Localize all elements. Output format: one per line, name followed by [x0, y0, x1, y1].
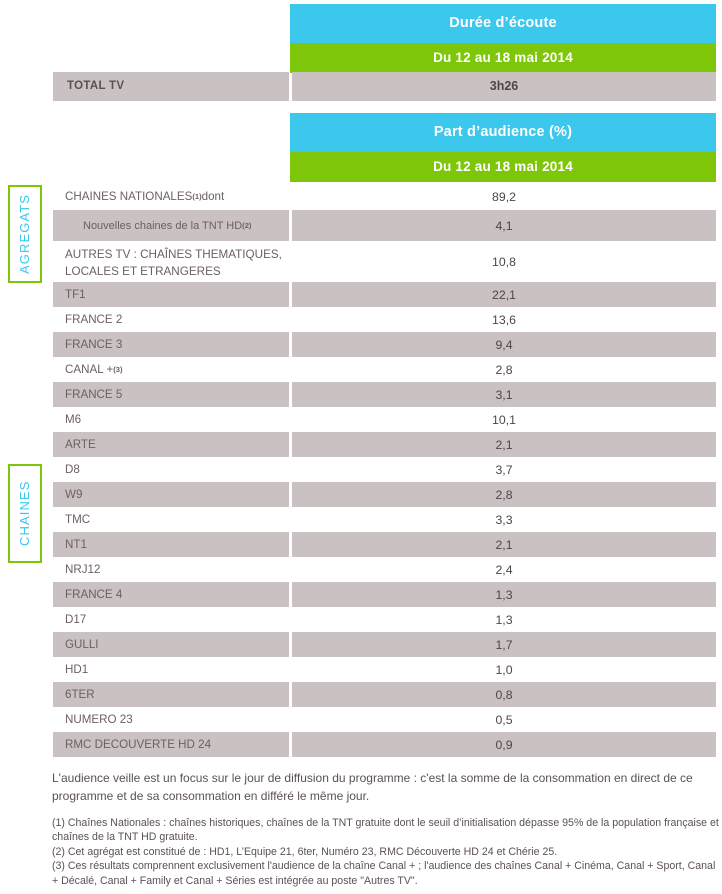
- row-value: 2,8: [292, 357, 716, 382]
- table-row: NUMERO 23 0,5: [0, 707, 722, 732]
- table-row: TMC 3,3: [0, 507, 722, 532]
- row-value: 10,8: [292, 241, 716, 282]
- table-row: FRANCE 5 3,1: [0, 382, 722, 407]
- total-tv-value: 3h26: [292, 72, 716, 101]
- row-value: 10,1: [292, 407, 716, 432]
- category-box-agregats: AGREGATS: [8, 185, 42, 283]
- row-value: 3,1: [292, 382, 716, 407]
- table-row: RMC DECOUVERTE HD 24 0,9: [0, 732, 722, 757]
- row-label: FRANCE 5: [53, 382, 289, 407]
- row-label: TF1: [53, 282, 289, 307]
- row-label: D17: [53, 607, 289, 632]
- footnote: (1) Chaînes Nationales : chaînes histori…: [52, 817, 719, 844]
- table-row: FRANCE 3 9,4: [0, 332, 722, 357]
- row-label: ARTE: [53, 432, 289, 457]
- table-row: W9 2,8: [0, 482, 722, 507]
- footnote: (2) Cet agrégat est constitué de : HD1, …: [52, 845, 558, 858]
- row-label: GULLI: [53, 632, 289, 657]
- duree-header-title: Durée d’écoute: [449, 15, 557, 31]
- table-row: ARTE 2,1: [0, 432, 722, 457]
- row-label: CHAINES NATIONALES (1) dont: [53, 183, 289, 210]
- row-value: 0,9: [292, 732, 716, 757]
- row-label: W9: [53, 482, 289, 507]
- table-row: HD1 1,0: [0, 657, 722, 682]
- row-value: 1,3: [292, 607, 716, 632]
- row-label: M6: [53, 407, 289, 432]
- table-row: FRANCE 4 1,3: [0, 582, 722, 607]
- row-value: 4,1: [292, 210, 716, 241]
- row-label: CANAL + (3): [53, 357, 289, 382]
- row-value: 1,0: [292, 657, 716, 682]
- row-label: FRANCE 2: [53, 307, 289, 332]
- table-row: Nouvelles chaines de la TNT HD (2) 4,1: [0, 210, 722, 241]
- part-header-period-band: Du 12 au 18 mai 2014: [290, 152, 716, 182]
- table-row: FRANCE 2 13,6: [0, 307, 722, 332]
- row-value: 89,2: [292, 183, 716, 210]
- row-label: RMC DECOUVERTE HD 24: [53, 732, 289, 757]
- table-row: CHAINES NATIONALES (1) dont 89,2: [0, 183, 722, 210]
- total-tv-label: TOTAL TV: [53, 72, 289, 101]
- row-value: 3,7: [292, 457, 716, 482]
- row-label: Nouvelles chaines de la TNT HD (2): [53, 210, 289, 241]
- row-value: 2,8: [292, 482, 716, 507]
- row-label: FRANCE 3: [53, 332, 289, 357]
- table-row: NT1 2,1: [0, 532, 722, 557]
- row-label: 6TER: [53, 682, 289, 707]
- row-value: 13,6: [292, 307, 716, 332]
- row-label: NT1: [53, 532, 289, 557]
- footnotes-block: (1) Chaînes Nationales : chaînes histori…: [52, 816, 720, 888]
- table-row: M6 10,1: [0, 407, 722, 432]
- row-label: HD1: [53, 657, 289, 682]
- row-label: D8: [53, 457, 289, 482]
- table-row: D17 1,3: [0, 607, 722, 632]
- row-value: 2,4: [292, 557, 716, 582]
- row-value: 1,3: [292, 582, 716, 607]
- part-header-period: Du 12 au 18 mai 2014: [433, 159, 573, 174]
- part-header-title-band: Part d’audience (%): [290, 113, 716, 152]
- row-value: 0,5: [292, 707, 716, 732]
- row-value: 2,1: [292, 432, 716, 457]
- footnote: (3) Ces résultats comprennent exclusivem…: [52, 860, 716, 887]
- duree-header-period: Du 12 au 18 mai 2014: [433, 50, 573, 65]
- table-row: CANAL + (3) 2,8: [0, 357, 722, 382]
- duree-header-period-band: Du 12 au 18 mai 2014: [290, 43, 716, 73]
- row-label: TMC: [53, 507, 289, 532]
- row-label: AUTRES TV : CHAÎNES THEMATIQUES, LOCALES …: [53, 241, 289, 282]
- part-header-title: Part d’audience (%): [433, 124, 573, 140]
- table-row: D8 3,7: [0, 457, 722, 482]
- row-value: 9,4: [292, 332, 716, 357]
- row-value: 0,8: [292, 682, 716, 707]
- total-tv-row: TOTAL TV 3h26: [53, 72, 716, 101]
- row-label: NUMERO 23: [53, 707, 289, 732]
- duree-header-title-band: Durée d’écoute: [290, 4, 716, 43]
- row-label: FRANCE 4: [53, 582, 289, 607]
- row-value: 1,7: [292, 632, 716, 657]
- row-label: NRJ12: [53, 557, 289, 582]
- row-value: 2,1: [292, 532, 716, 557]
- table-row: AUTRES TV : CHAÎNES THEMATIQUES, LOCALES …: [0, 241, 722, 282]
- row-value: 22,1: [292, 282, 716, 307]
- audience-note: L'audience veille est un focus sur le jo…: [52, 771, 693, 803]
- audience-table: CHAINES NATIONALES (1) dont 89,2 Nouvelles …: [0, 183, 722, 757]
- table-row: TF1 22,1: [0, 282, 722, 307]
- category-box-chaines: CHAINES: [8, 464, 42, 563]
- row-value: 3,3: [292, 507, 716, 532]
- table-row: GULLI 1,7: [0, 632, 722, 657]
- table-row: 6TER 0,8: [0, 682, 722, 707]
- table-row: NRJ12 2,4: [0, 557, 722, 582]
